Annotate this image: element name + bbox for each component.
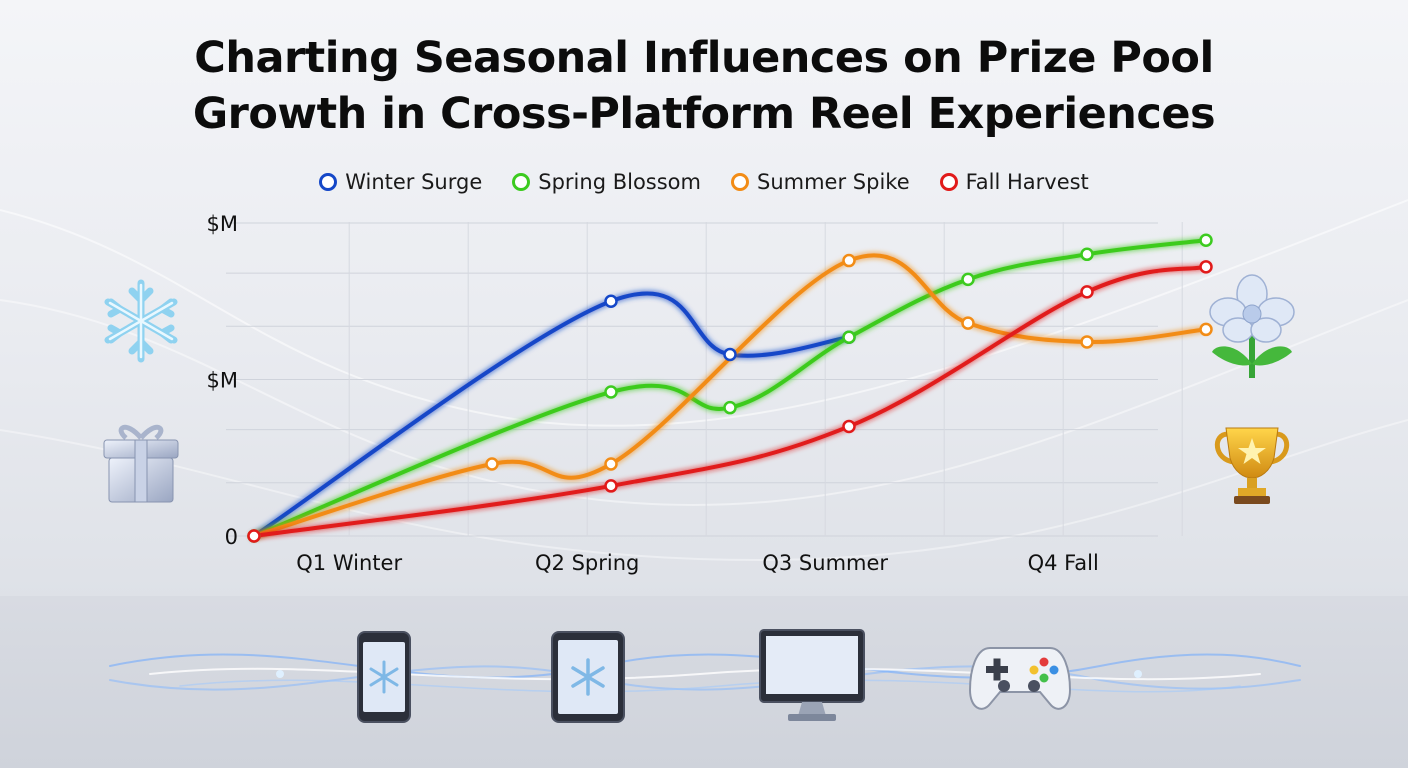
series-line-fall-harvest	[252, 264, 1208, 538]
legend-label-fall: Fall Harvest	[965, 170, 1089, 194]
data-point	[247, 529, 261, 543]
data-point	[961, 272, 975, 287]
trophy-icon	[1215, 427, 1289, 504]
data-point	[961, 316, 975, 330]
tablet-icon	[551, 631, 625, 723]
series-line-spring-blossom	[252, 238, 1208, 538]
x-tick-label: Q1 Winter	[296, 551, 402, 575]
legend-label-winter: Winter Surge	[345, 170, 483, 194]
chart-points	[247, 233, 1213, 543]
data-point	[1080, 247, 1094, 262]
series-line-winter-surge	[252, 291, 851, 538]
series-line-summer-spike	[252, 253, 1208, 538]
legend-marker-spring	[512, 173, 531, 191]
line-chart: 0 $M $M Q1 Winter Q2 Spring Q3 Summer Q4 Fall	[207, 212, 1213, 575]
data-point	[842, 419, 856, 434]
legend-item-winter-surge[interactable]: Winter Surge	[319, 170, 482, 194]
data-point	[723, 347, 737, 362]
data-point	[1199, 233, 1213, 247]
legend-marker-fall	[939, 173, 958, 191]
flower-icon	[1209, 274, 1295, 378]
legend-label-spring: Spring Blossom	[538, 170, 701, 194]
gamepad-icon	[968, 647, 1072, 710]
y-tick-label: $M	[207, 212, 238, 236]
legend-marker-summer	[731, 173, 749, 191]
legend: Winter Surge Spring Blossom Summer Spike…	[0, 170, 1408, 194]
chart-lines	[252, 238, 1208, 538]
data-point	[1199, 322, 1213, 337]
data-point	[1080, 285, 1094, 299]
data-point	[723, 400, 737, 415]
data-point	[604, 457, 618, 471]
legend-item-summer-spike[interactable]: Summer Spike	[731, 170, 910, 194]
data-point	[604, 479, 618, 493]
legend-item-fall-harvest[interactable]: Fall Harvest	[939, 170, 1089, 194]
y-tick-label: 0	[225, 525, 238, 549]
legend-label-summer: Summer Spike	[757, 170, 910, 194]
data-point	[485, 457, 499, 471]
legend-marker-winter	[319, 173, 338, 191]
snowflake-icon	[104, 279, 178, 363]
chart-grid	[226, 222, 1183, 537]
x-tick-label: Q3 Summer	[762, 551, 888, 575]
x-tick-label: Q4 Fall	[1028, 551, 1099, 575]
data-point	[1199, 260, 1213, 274]
smartphone-icon	[357, 631, 411, 723]
chart-labels: 0 $M $M Q1 Winter Q2 Spring Q3 Summer Q4 Fall	[207, 212, 1099, 575]
x-tick-label: Q2 Spring	[535, 551, 639, 575]
desktop-monitor-icon	[759, 629, 865, 721]
data-point	[1080, 335, 1094, 349]
data-point	[842, 330, 856, 344]
energy-waves	[109, 653, 1301, 693]
data-point	[604, 385, 618, 399]
data-point	[842, 253, 856, 268]
data-point	[604, 294, 618, 308]
chart-title: Charting Seasonal Influences on Prize Po…	[0, 30, 1408, 142]
y-tick-label: $M	[207, 369, 238, 393]
title-line-2: Growth in Cross-Platform Reel Experience…	[192, 89, 1216, 139]
title-line-1: Charting Seasonal Influences on Prize Po…	[194, 33, 1214, 83]
gift-box-icon	[103, 424, 179, 503]
legend-item-spring-blossom[interactable]: Spring Blossom	[512, 170, 701, 194]
